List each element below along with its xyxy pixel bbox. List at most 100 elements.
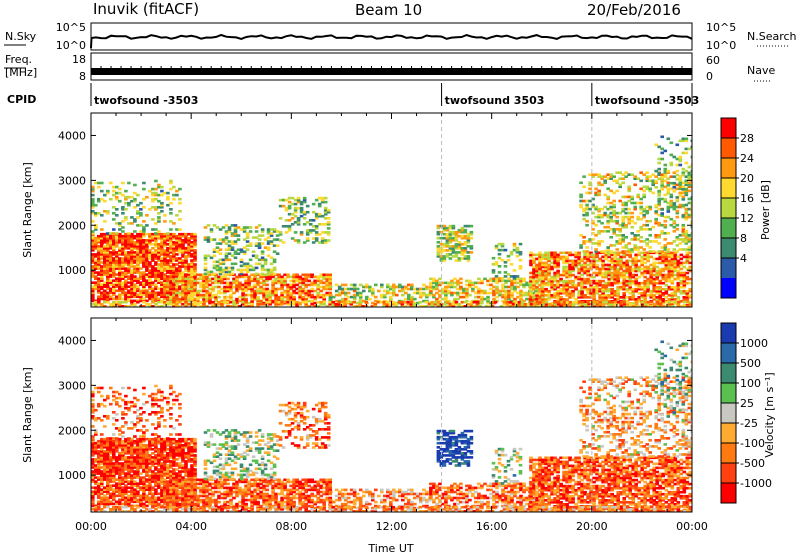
power-cell [445,255,450,258]
power-cell [676,296,681,299]
power-cell [459,281,463,285]
power-cell [380,285,384,289]
power-cell [178,197,182,201]
power-cell [374,295,378,299]
power-cell [163,220,167,223]
power-cell [326,210,331,214]
power-cell [169,300,173,304]
power-cell [118,285,122,288]
power-cell [585,191,589,195]
power-cell [507,297,511,301]
power-cell [175,291,179,295]
power-cell [483,291,487,295]
power-cell [157,253,161,256]
power-cell [580,292,584,295]
power-cell [580,289,584,293]
power-cell [202,295,206,299]
power-cell [124,275,128,278]
power-cell [544,275,548,279]
power-cell [636,195,640,199]
power-cell [432,277,436,281]
power-cell [319,300,323,304]
power-cell [675,211,680,215]
power-cell [223,285,227,289]
power-cell [121,285,125,288]
power-cell [109,257,113,260]
power-cell [594,242,598,245]
power-cell [121,259,125,262]
power-cell [422,299,426,303]
power-cell [199,289,203,293]
power-cell [579,181,583,185]
power-cell [451,226,456,230]
power-cell [166,265,170,268]
power-cell [272,268,277,272]
power-cell [283,283,287,287]
power-cell [223,297,227,301]
power-cell [203,226,208,229]
power-cell [175,267,179,270]
power-cell [218,266,223,270]
power-cell [94,285,98,288]
power-cell [621,181,625,185]
power-cell [136,289,140,293]
power-cell [172,281,176,284]
power-cell [500,242,505,246]
power-cell [118,283,122,286]
power-cell [100,273,104,276]
power-cell [124,247,128,250]
power-cell [139,299,143,303]
power-cell [181,275,185,278]
power-cell [678,242,683,245]
power-cell [675,143,680,147]
power-cell [442,243,447,246]
power-cell [103,239,107,242]
power-cell [646,267,650,271]
power-cell [184,289,188,293]
power-cell [568,269,572,273]
power-cell [187,269,191,272]
power-cell [610,294,614,297]
power-cell [568,253,572,257]
power-cell [486,291,490,295]
power-cell [103,297,107,301]
power-cell [667,261,672,265]
power-cell [151,218,155,221]
power-cell [211,300,215,304]
power-cell [532,269,536,273]
power-cell [413,291,417,295]
power-cell [603,193,607,197]
power-cell [594,234,598,237]
power-cell [511,305,516,307]
power-cell [175,283,179,286]
power-cell [157,281,161,284]
power-cell [379,300,384,304]
power-cell [673,253,678,257]
power-cell [172,265,176,268]
power-cell [535,285,539,289]
power-cell [689,300,692,304]
power-cell [289,285,293,289]
power-cell [127,257,131,260]
power-cell [163,277,167,280]
power-cell [178,241,182,244]
power-cell [466,234,471,238]
power-cell [103,255,107,258]
power-cell [319,293,323,297]
power-cell [322,275,326,279]
power-cell [145,247,149,250]
power-cell [205,277,209,281]
power-cell [91,220,95,223]
power-cell [535,265,539,269]
power-cell [532,261,536,265]
power-cell [586,296,590,299]
power-cell [301,273,305,277]
power-cell [621,234,625,237]
power-cell [326,208,331,212]
power-cell [588,240,592,243]
power-cell [652,265,656,269]
power-cell [314,233,319,236]
velocity-cell [91,452,95,455]
power-cell [130,257,134,260]
power-cell [660,185,664,189]
